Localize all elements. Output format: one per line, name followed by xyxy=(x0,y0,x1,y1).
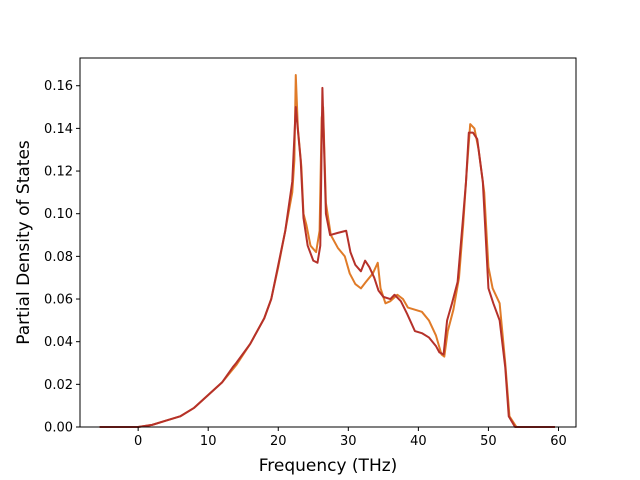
y-tick-label: 0.06 xyxy=(44,293,73,308)
y-tick-label: 0.00 xyxy=(44,421,73,436)
y-axis-label: Partial Density of States xyxy=(14,140,34,345)
y-axis-ticks: 0.00 0.02 0.04 0.06 0.08 0.10 0.12 0.14 0.16 xyxy=(44,79,80,436)
x-tick-label: 30 xyxy=(340,434,357,449)
x-axis-label: Frequency (THz) xyxy=(259,456,398,476)
x-tick-label: 10 xyxy=(200,434,217,449)
x-tick-label: 0 xyxy=(134,434,142,449)
y-tick-label: 0.04 xyxy=(44,335,73,350)
x-tick-label: 40 xyxy=(410,434,427,449)
series-line-2 xyxy=(99,86,555,428)
x-tick-label: 20 xyxy=(270,434,287,449)
y-tick-label: 0.10 xyxy=(44,207,73,222)
y-tick-label: 0.08 xyxy=(44,250,73,265)
x-axis-ticks: 0 10 20 30 40 50 60 xyxy=(134,427,567,449)
y-tick-label: 0.16 xyxy=(44,79,73,94)
x-tick-label: 50 xyxy=(480,434,497,449)
x-tick-label: 60 xyxy=(550,434,567,449)
y-tick-label: 0.14 xyxy=(44,122,73,137)
y-tick-label: 0.12 xyxy=(44,165,73,180)
y-tick-label: 0.02 xyxy=(44,378,73,393)
plot-frame xyxy=(79,57,577,428)
plot-background xyxy=(80,58,576,427)
series-layer xyxy=(99,74,555,428)
